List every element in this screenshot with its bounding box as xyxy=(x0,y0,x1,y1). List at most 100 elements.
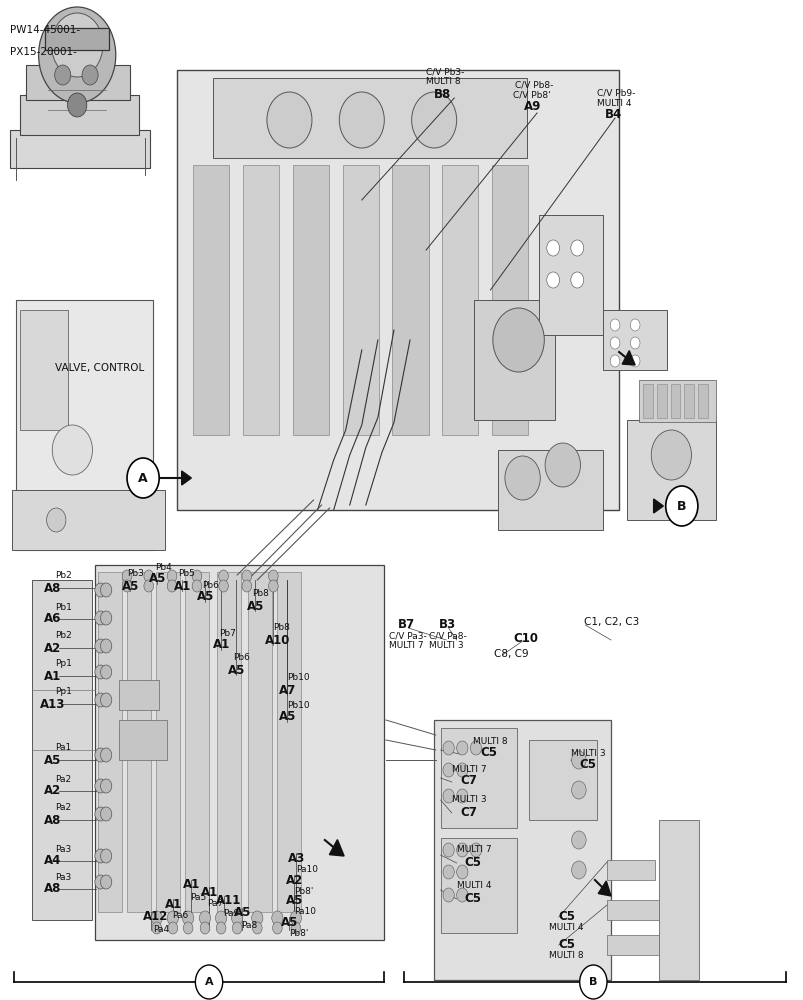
Text: C/V Pa8-: C/V Pa8- xyxy=(429,632,467,641)
Circle shape xyxy=(127,458,159,498)
Text: A5: A5 xyxy=(286,894,304,907)
Bar xyxy=(32,580,92,920)
Text: A5: A5 xyxy=(227,664,245,677)
Circle shape xyxy=(218,570,228,582)
Circle shape xyxy=(442,865,454,879)
Text: Pb2: Pb2 xyxy=(55,632,71,641)
Bar xyxy=(602,310,666,370)
Circle shape xyxy=(39,7,116,103)
Text: Pb5: Pb5 xyxy=(178,569,195,578)
Text: C/V Pb8-: C/V Pb8- xyxy=(514,81,552,90)
Bar xyxy=(656,384,666,418)
Circle shape xyxy=(609,355,619,367)
Text: B: B xyxy=(589,977,597,987)
Text: C7: C7 xyxy=(459,774,476,788)
Text: PW14-45001-: PW14-45001- xyxy=(10,25,79,35)
Circle shape xyxy=(199,911,210,925)
Text: C5: C5 xyxy=(558,910,575,923)
Circle shape xyxy=(456,789,467,803)
Bar xyxy=(119,680,159,710)
Circle shape xyxy=(650,430,691,480)
Text: Pa7: Pa7 xyxy=(207,900,223,909)
Text: Pb1: Pb1 xyxy=(55,602,71,611)
Circle shape xyxy=(579,965,606,999)
Text: Pb4: Pb4 xyxy=(155,562,172,571)
Text: Pa8: Pa8 xyxy=(241,921,257,930)
Bar xyxy=(474,300,554,420)
Text: A8: A8 xyxy=(44,581,62,594)
Circle shape xyxy=(52,425,92,475)
Circle shape xyxy=(242,570,251,582)
Text: MULTI 3: MULTI 3 xyxy=(570,748,605,758)
Text: A7: A7 xyxy=(279,684,296,696)
Circle shape xyxy=(456,763,467,777)
Circle shape xyxy=(192,580,202,592)
Text: MULTI 7: MULTI 7 xyxy=(451,764,486,774)
Text: A13: A13 xyxy=(40,698,66,710)
Text: A5: A5 xyxy=(234,907,251,920)
Bar xyxy=(697,384,707,418)
Bar xyxy=(538,215,602,335)
Circle shape xyxy=(470,843,481,857)
Circle shape xyxy=(195,965,222,999)
Circle shape xyxy=(456,843,467,857)
Circle shape xyxy=(291,922,300,934)
Bar xyxy=(217,572,241,912)
Circle shape xyxy=(100,693,112,707)
Bar xyxy=(440,728,516,828)
Text: C/V Pb3-: C/V Pb3- xyxy=(426,68,464,77)
Bar xyxy=(12,490,165,550)
Text: Pb3: Pb3 xyxy=(127,569,144,578)
Text: Pb7: Pb7 xyxy=(218,629,235,638)
Bar xyxy=(606,900,658,920)
Text: Pa2: Pa2 xyxy=(55,804,71,812)
Circle shape xyxy=(168,922,177,934)
Text: Pa9: Pa9 xyxy=(223,909,239,918)
Circle shape xyxy=(609,337,619,349)
Circle shape xyxy=(609,319,619,331)
Circle shape xyxy=(100,875,112,889)
Circle shape xyxy=(456,741,467,755)
Text: A2: A2 xyxy=(286,874,303,886)
Bar xyxy=(276,572,300,912)
Text: MULTI 8: MULTI 8 xyxy=(426,78,460,87)
Circle shape xyxy=(100,779,112,793)
Circle shape xyxy=(546,240,559,256)
Text: C5: C5 xyxy=(578,758,595,772)
Bar xyxy=(606,860,654,880)
Bar xyxy=(658,820,699,980)
Text: A4: A4 xyxy=(44,854,62,867)
Text: Pa2: Pa2 xyxy=(55,774,71,784)
Circle shape xyxy=(456,888,467,902)
Circle shape xyxy=(82,65,98,85)
Circle shape xyxy=(232,922,242,934)
Circle shape xyxy=(55,65,71,85)
Text: A11: A11 xyxy=(215,895,241,908)
Text: A9: A9 xyxy=(524,101,541,113)
Bar xyxy=(213,78,526,158)
Circle shape xyxy=(122,580,132,592)
Bar xyxy=(683,384,693,418)
Bar xyxy=(26,65,130,100)
Circle shape xyxy=(492,308,544,372)
Text: Pa3: Pa3 xyxy=(55,872,71,882)
Circle shape xyxy=(95,693,106,707)
Bar xyxy=(434,720,610,980)
Circle shape xyxy=(290,911,301,925)
Text: C5: C5 xyxy=(558,938,575,950)
Text: Pa5: Pa5 xyxy=(190,893,206,902)
Text: B4: B4 xyxy=(604,108,621,121)
Circle shape xyxy=(95,875,106,889)
Text: A10: A10 xyxy=(265,634,291,647)
Text: A1: A1 xyxy=(201,886,218,898)
Bar xyxy=(440,838,516,933)
Circle shape xyxy=(151,911,162,925)
Bar xyxy=(392,165,428,435)
Text: A5: A5 xyxy=(149,572,166,585)
Text: Pb10: Pb10 xyxy=(287,674,309,683)
Circle shape xyxy=(267,92,312,148)
Circle shape xyxy=(218,580,228,592)
Text: VALVE, CONTROL: VALVE, CONTROL xyxy=(55,363,144,373)
Text: Pa6: Pa6 xyxy=(172,912,188,921)
Circle shape xyxy=(182,911,194,925)
